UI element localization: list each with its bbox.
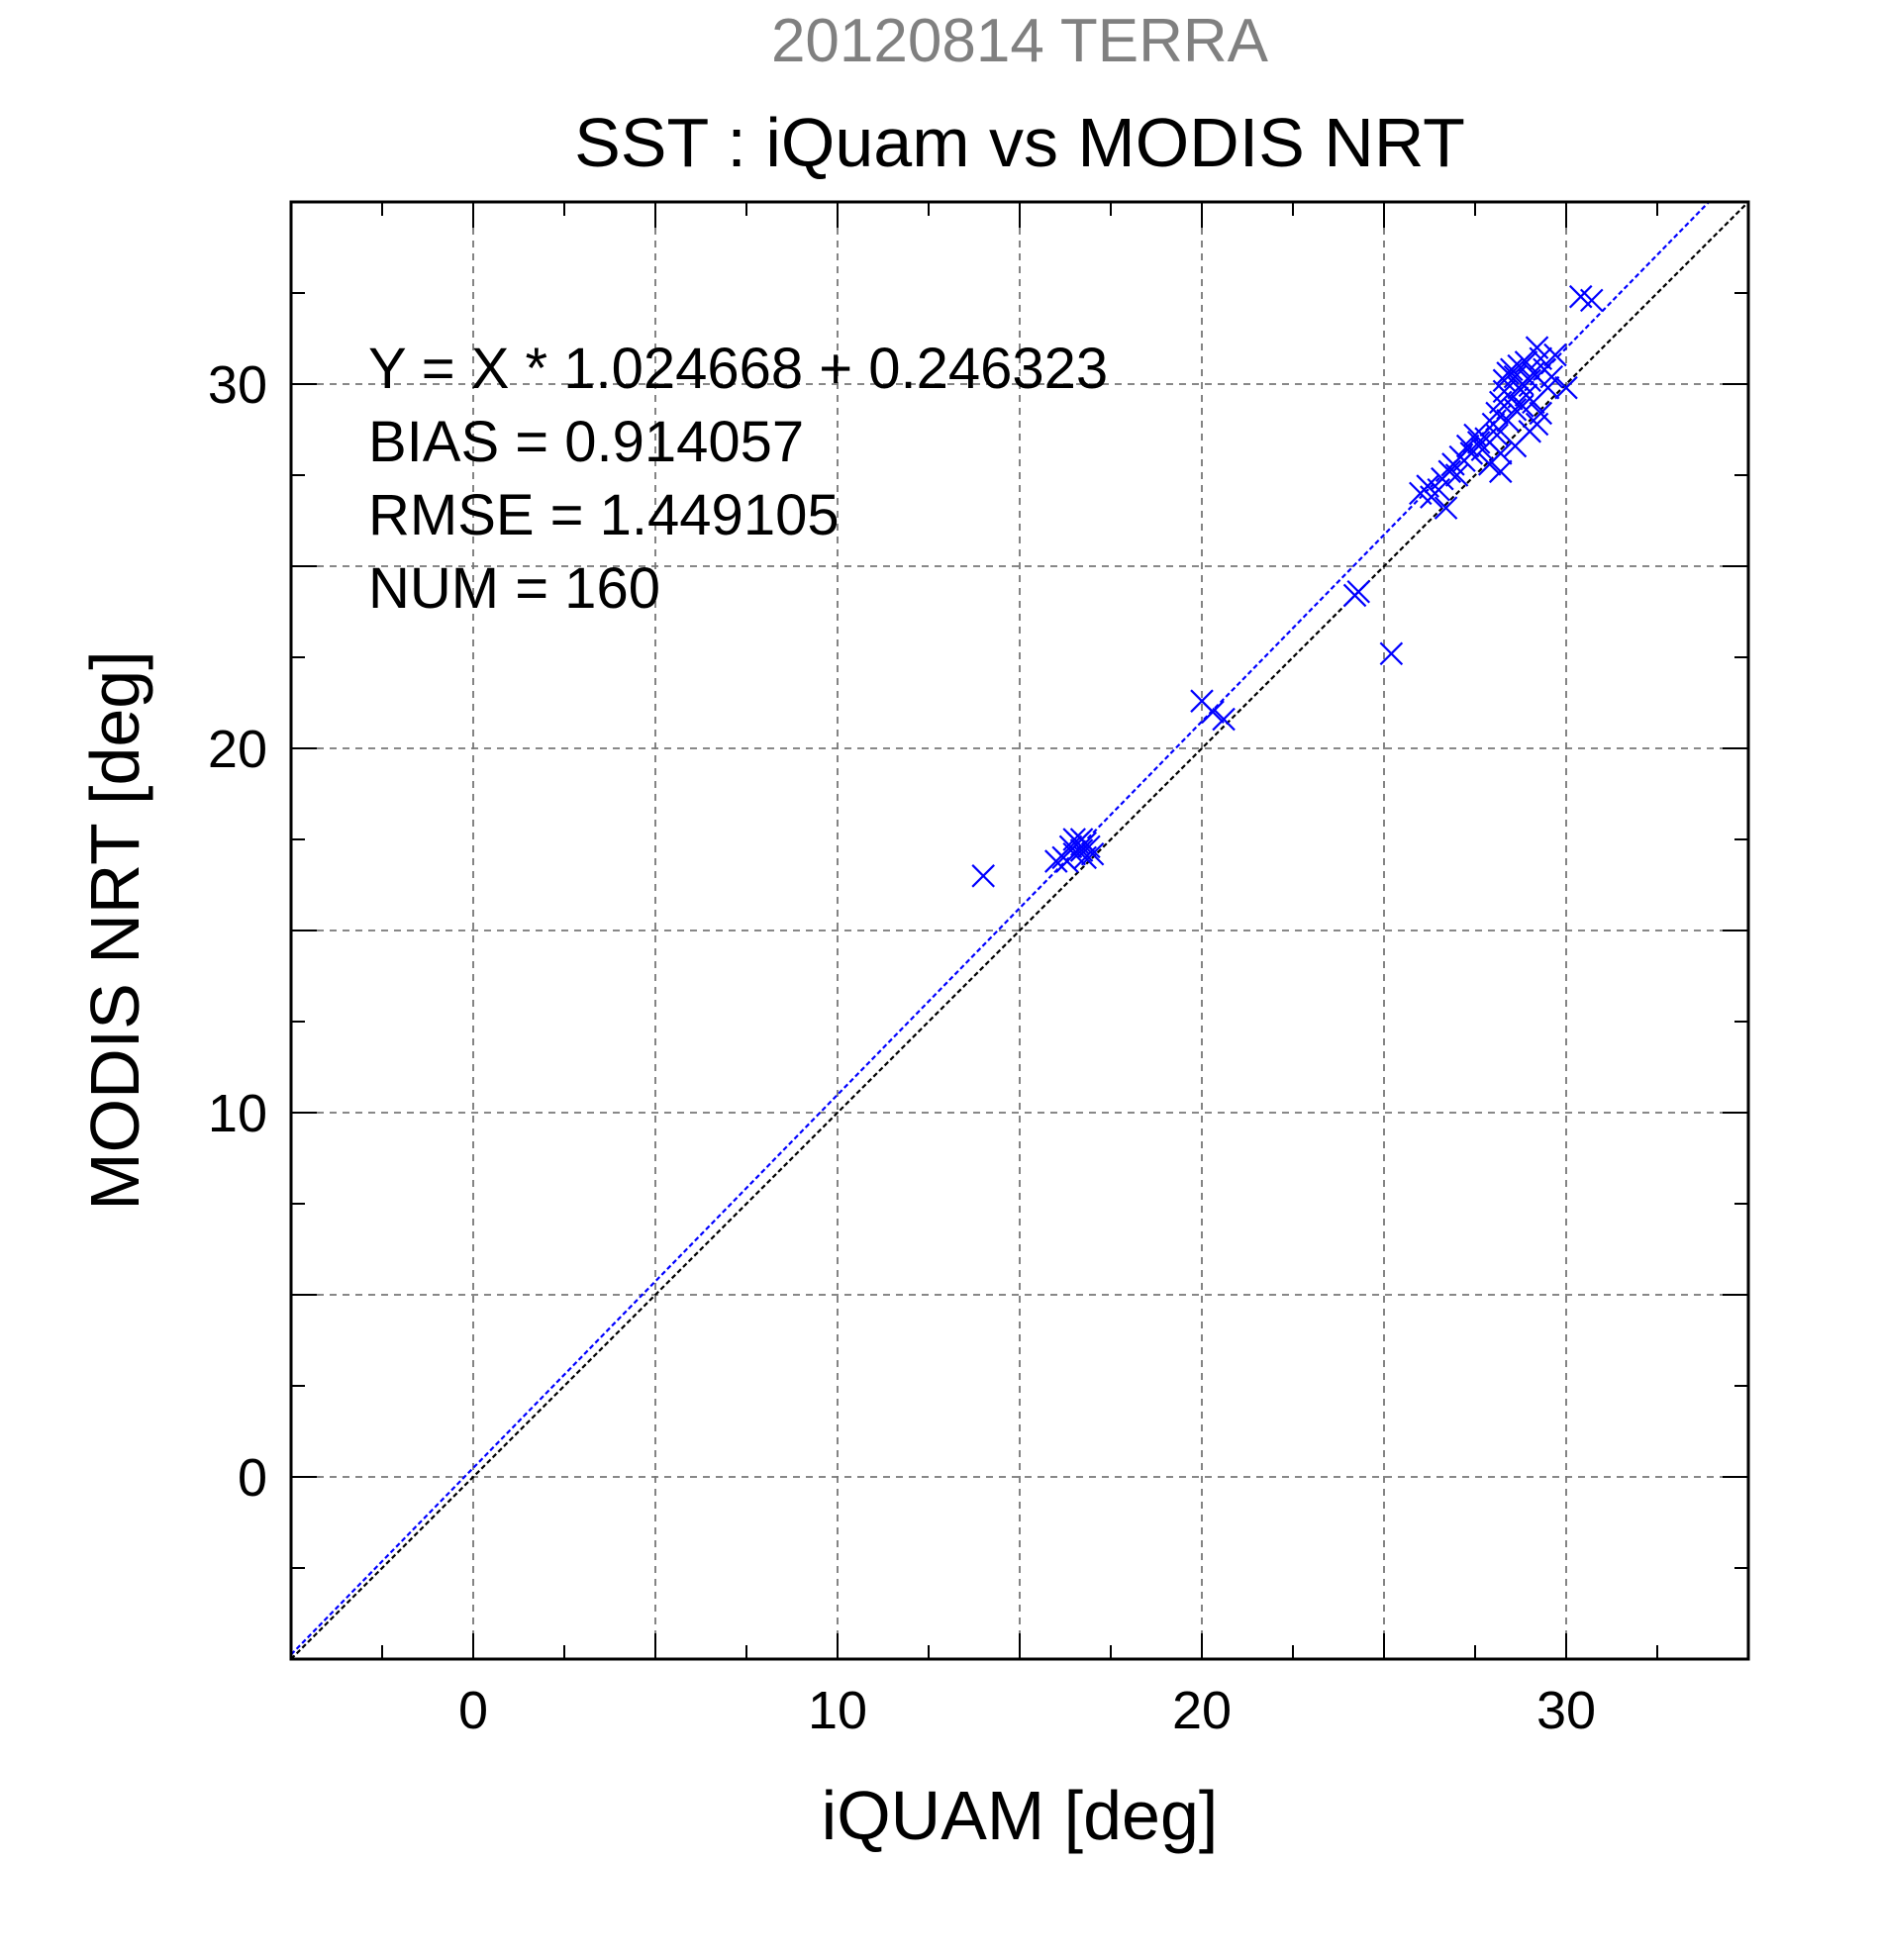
reference-lines <box>291 202 1748 1659</box>
data-point <box>1055 849 1079 873</box>
data-point <box>1579 288 1604 313</box>
x-tick-label: 20 <box>1172 1681 1232 1740</box>
chart-title: SST : iQuam vs MODIS NRT <box>574 104 1465 181</box>
data-point <box>1346 579 1371 604</box>
stats-annotation-line: NUM = 160 <box>368 556 660 621</box>
data-point <box>1466 431 1491 454</box>
data-point <box>1543 343 1567 367</box>
data-point <box>1507 353 1531 378</box>
chart-subtitle: 20120814 TERRA <box>771 7 1269 75</box>
stats-annotation-line: Y = X * 1.024668 + 0.246323 <box>368 337 1108 401</box>
data-point <box>1379 641 1404 666</box>
data-point <box>1434 496 1458 520</box>
data-point <box>1539 364 1564 389</box>
x-tick-label: 30 <box>1536 1681 1596 1740</box>
data-point <box>1500 357 1524 382</box>
data-point <box>1444 463 1469 487</box>
data-point <box>1437 459 1462 484</box>
data-point <box>1488 459 1513 484</box>
data-point <box>1554 375 1578 400</box>
x-axis-label: iQUAM [deg] <box>822 1777 1219 1854</box>
fit-line <box>291 202 1711 1656</box>
plot-frame <box>289 200 1750 1661</box>
data-point <box>971 864 995 888</box>
data-point <box>1073 831 1098 855</box>
data-point <box>1488 441 1513 465</box>
x-tick-label: 0 <box>458 1681 488 1740</box>
data-point <box>1080 841 1105 866</box>
data-points <box>971 284 1604 888</box>
grid <box>291 202 1748 1659</box>
data-point <box>1212 707 1236 732</box>
data-point <box>1503 397 1528 422</box>
data-point <box>1518 368 1541 393</box>
x-tick-label: 10 <box>808 1681 867 1740</box>
identity-line <box>291 202 1748 1659</box>
data-point <box>1201 700 1225 724</box>
data-point <box>1503 434 1528 458</box>
data-point <box>1514 350 1538 374</box>
data-point <box>1485 423 1509 447</box>
y-tick-label: 10 <box>208 1084 267 1143</box>
stats-annotation-line: RMSE = 1.449105 <box>368 483 840 547</box>
y-tick-label: 20 <box>208 720 267 779</box>
y-axis-label: MODIS NRT [deg] <box>76 650 153 1210</box>
y-tick-label: 0 <box>238 1448 267 1508</box>
data-point <box>1529 401 1553 426</box>
stats-annotations: Y = X * 1.024668 + 0.246323 BIAS = 0.9140… <box>368 337 1108 621</box>
y-tick-label: 30 <box>208 355 267 415</box>
stats-annotation-line: BIAS = 0.914057 <box>368 410 804 474</box>
